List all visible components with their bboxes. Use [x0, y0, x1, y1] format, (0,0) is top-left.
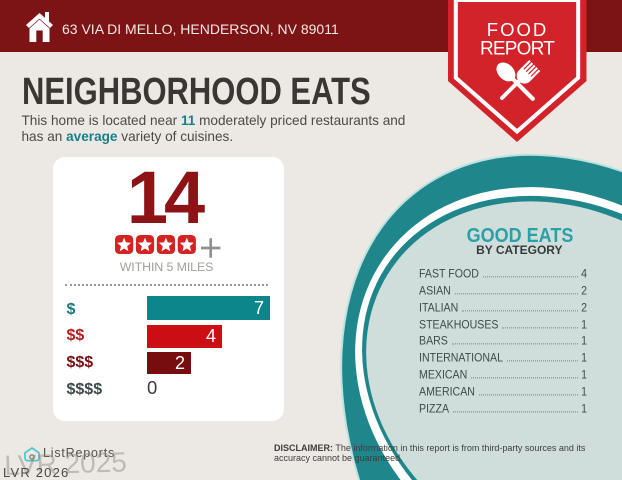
svg-text:FOOD: FOOD [487, 19, 548, 40]
svg-text:REPORT: REPORT [480, 39, 555, 60]
